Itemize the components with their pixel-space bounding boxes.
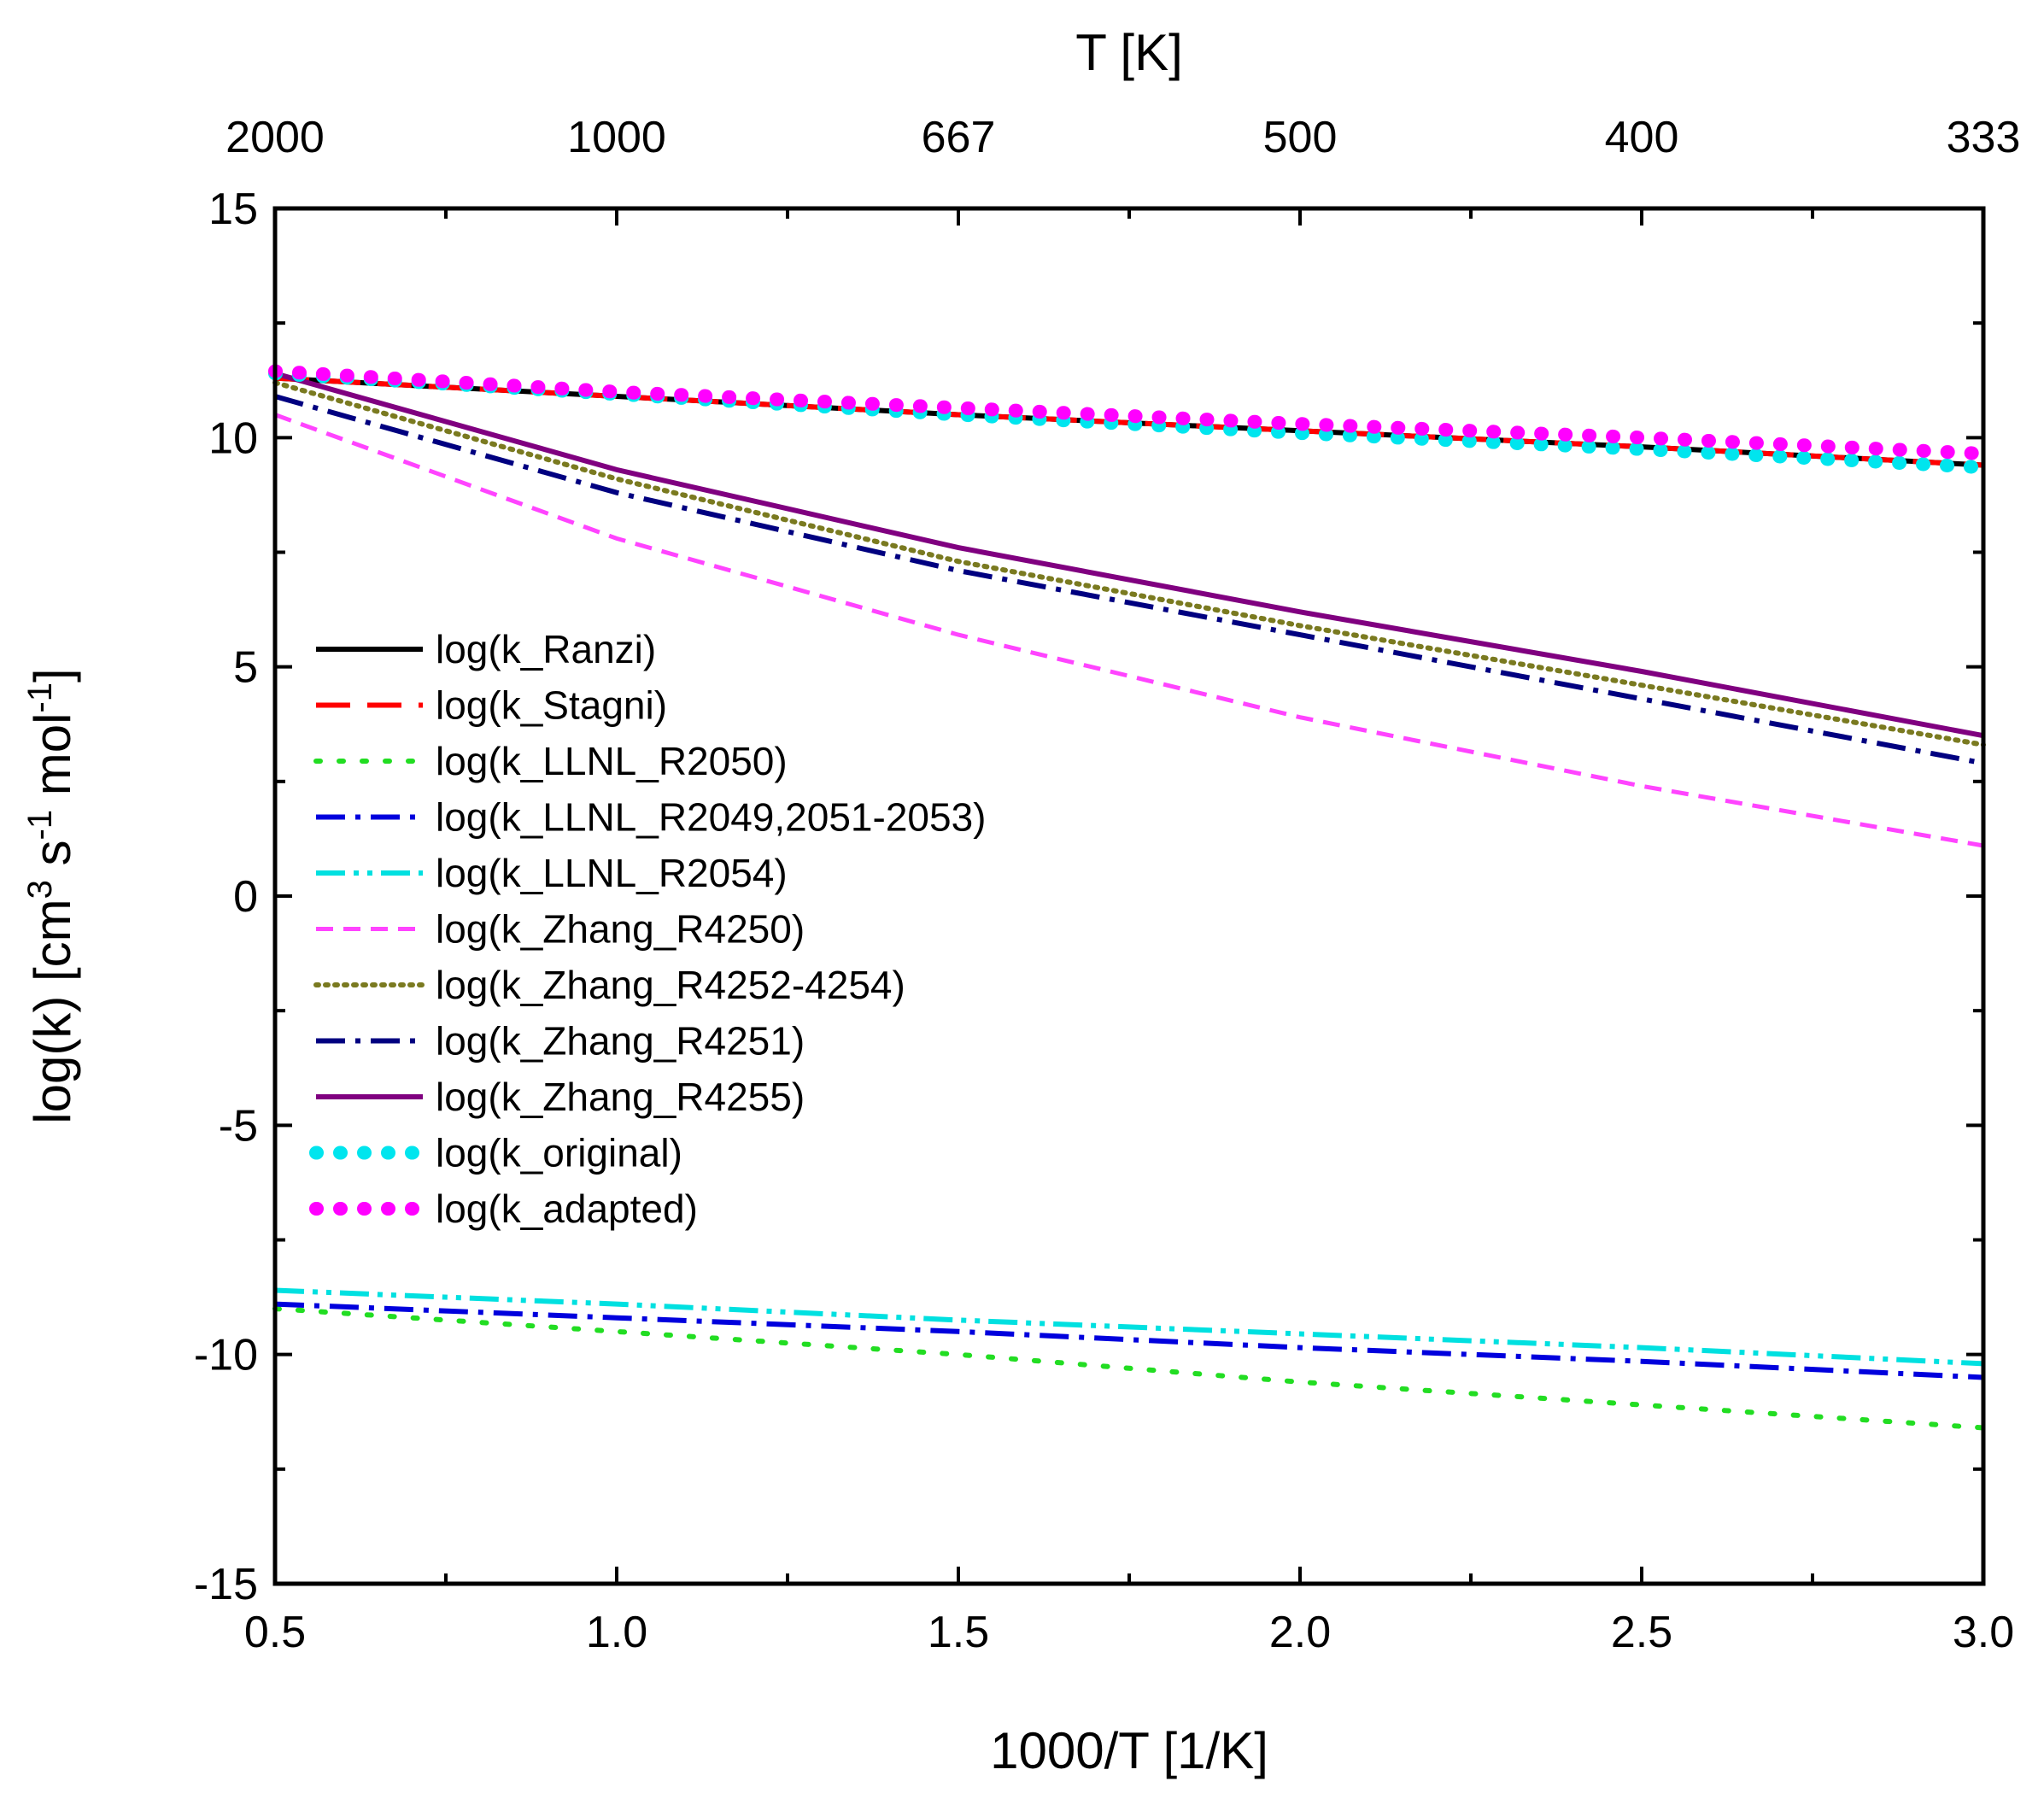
x-tick-label: 2.5: [1611, 1608, 1672, 1657]
series-line-log-k-llnl-r2054: [274, 1287, 1984, 1367]
series-line-log-k-zhang-r4251: [274, 394, 1984, 766]
legend-label: log(k_Zhang_R4255): [436, 1075, 805, 1119]
y-axis-title-sup: -1: [21, 810, 59, 841]
legend-label: log(k_original): [436, 1131, 682, 1175]
tick-labels-layer: 0.5 1.0 1.5 2.0 2.5 3.0 2000 1000 667 500 400 333 15…: [194, 113, 2021, 1657]
legend-label: log(k_Zhang_R4250): [436, 907, 805, 952]
series-line-log-k-llnl-r2050: [272, 1306, 1986, 1431]
legend: log(k_Ranzi) log(k_Stagni) log(k_LLNL_R205…: [309, 627, 986, 1231]
series-line-log-k-zhang-r4255: [274, 371, 1984, 739]
y-axis-title-part: log(k) [cm: [24, 899, 81, 1123]
ticks-layer: [273, 207, 1985, 1585]
legend-label: log(k_Zhang_R4251): [436, 1019, 805, 1063]
series-layer: [268, 364, 1990, 1431]
top-axis-title: T [K]: [1075, 24, 1183, 81]
y-axis-title-sup: 3: [21, 880, 59, 899]
series-line-log-k-llnl-r2049-2051-2053: [274, 1301, 1984, 1380]
y-tick-label: 0: [233, 872, 258, 922]
x-tick-label: 3.0: [1953, 1608, 2014, 1657]
y-tick-label: 10: [208, 413, 258, 463]
series-line-log-k-zhang-r4252-4254: [272, 379, 1986, 747]
legend-label: log(k_adapted): [436, 1187, 698, 1231]
top-tick-label: 400: [1605, 113, 1679, 162]
top-tick-label: 500: [1263, 113, 1338, 162]
y-tick-label: 5: [233, 643, 258, 693]
y-tick-label: -10: [194, 1331, 258, 1380]
legend-label: log(k_Stagni): [436, 683, 667, 728]
x-tick-label: 1.5: [928, 1608, 989, 1657]
y-axis-title-sup: -1: [21, 683, 59, 713]
legend-label: log(k_Zhang_R4252-4254): [436, 963, 905, 1007]
top-tick-label: 667: [922, 113, 996, 162]
legend-label: log(k_LLNL_R2050): [436, 739, 788, 783]
series-line-log-k-adapted: [268, 364, 1990, 461]
x-tick-label: 0.5: [244, 1608, 306, 1657]
top-tick-label: 333: [1947, 113, 2021, 162]
top-tick-label: 1000: [567, 113, 666, 162]
y-axis-title: log(k) [cm3 s-1 mol-1]: [21, 668, 81, 1123]
legend-label: log(k_LLNL_R2049,2051-2053): [436, 795, 986, 840]
legend-label: log(k_Ranzi): [436, 627, 656, 671]
y-tick-label: -15: [194, 1560, 258, 1609]
y-tick-label: -5: [219, 1101, 258, 1151]
y-axis-title-part: s: [24, 840, 81, 880]
series-line-log-k-zhang-r4250: [274, 413, 1984, 848]
x-tick-label: 2.0: [1269, 1608, 1331, 1657]
legend-label: log(k_LLNL_R2054): [436, 851, 788, 895]
y-axis-title-part: mol: [24, 713, 81, 810]
y-axis-title-part: ]: [24, 668, 81, 683]
x-tick-label: 1.0: [586, 1608, 647, 1657]
y-tick-label: 15: [208, 185, 258, 234]
x-axis-title: 1000/T [1/K]: [990, 1722, 1268, 1779]
top-tick-label: 2000: [225, 113, 325, 162]
